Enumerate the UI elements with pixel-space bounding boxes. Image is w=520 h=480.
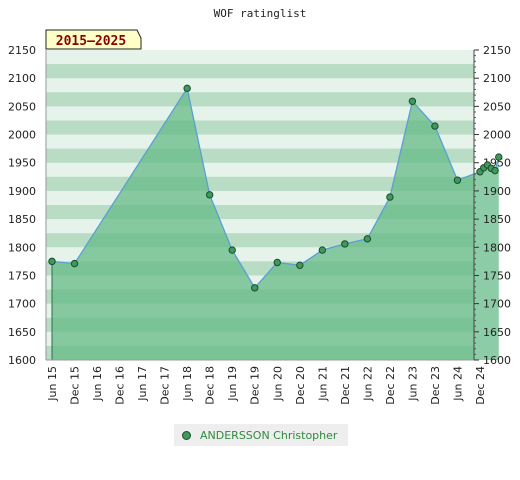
x-tick-label: Jun 15 bbox=[46, 366, 59, 402]
legend-marker-icon bbox=[182, 430, 191, 440]
x-tick-label: Dec 20 bbox=[294, 366, 307, 405]
rating-point bbox=[318, 246, 327, 254]
y-tick-label-right: 1750 bbox=[483, 269, 511, 282]
x-tick-label: Dec 21 bbox=[339, 366, 352, 405]
axes: 1600 1600 1650 1650 1700 1700 1750 1750 1800 1800… bbox=[8, 44, 511, 405]
y-tick-label-left: 1700 bbox=[8, 298, 36, 311]
x-tick-label: Dec 15 bbox=[69, 366, 82, 405]
rating-point bbox=[495, 153, 503, 161]
x-tick-label: Jun 18 bbox=[181, 366, 194, 402]
rating-point bbox=[70, 259, 79, 268]
rating-point bbox=[228, 246, 236, 254]
background-band bbox=[46, 120, 474, 136]
x-tick-label: Jun 19 bbox=[226, 366, 239, 402]
y-tick-label-left: 1600 bbox=[8, 354, 36, 367]
x-tick-label: Dec 23 bbox=[429, 366, 442, 405]
x-tick-label: Dec 17 bbox=[159, 366, 172, 405]
rating-point bbox=[183, 84, 191, 93]
rating-point bbox=[341, 240, 349, 248]
x-tick-label: Jun 17 bbox=[136, 366, 149, 402]
x-tick-label: Dec 16 bbox=[114, 366, 127, 405]
rating-point bbox=[273, 258, 281, 267]
y-tick-label-right: 1800 bbox=[483, 241, 511, 254]
y-tick-label-right: 2100 bbox=[483, 72, 511, 85]
legend-series-name: ANDERSSON Christopher bbox=[200, 428, 338, 442]
x-tick-label: Jun 16 bbox=[91, 366, 104, 402]
rating-point bbox=[408, 97, 417, 105]
y-tick-label-left: 2100 bbox=[8, 72, 36, 85]
rating-point bbox=[431, 122, 439, 130]
y-tick-label-left: 1650 bbox=[8, 326, 36, 339]
x-tick-label: Dec 19 bbox=[249, 366, 262, 405]
background-band bbox=[46, 78, 474, 93]
rating-point bbox=[48, 257, 56, 266]
rating-point bbox=[251, 284, 259, 292]
y-tick-label-left: 1750 bbox=[8, 269, 36, 282]
rating-points bbox=[48, 84, 503, 292]
y-tick-label-right: 1850 bbox=[483, 213, 511, 226]
y-tick-label-right: 2150 bbox=[483, 44, 511, 57]
legend: ANDERSSON Christopher bbox=[174, 424, 348, 446]
x-tick-label: Jun 22 bbox=[361, 366, 374, 402]
y-tick-label-left: 1950 bbox=[8, 157, 36, 170]
period-badge-text: 2015–2025 bbox=[56, 34, 126, 49]
x-tick-label: Dec 18 bbox=[204, 366, 217, 405]
rating-point bbox=[453, 176, 462, 184]
rating-point bbox=[363, 235, 372, 243]
rating-point bbox=[205, 191, 214, 199]
y-tick-label-left: 2150 bbox=[8, 44, 36, 57]
rating-point bbox=[386, 193, 394, 201]
y-tick-label-right: 1650 bbox=[483, 326, 511, 339]
background-band bbox=[46, 50, 474, 65]
background-band bbox=[46, 64, 474, 79]
x-tick-label: Jun 21 bbox=[316, 366, 329, 402]
x-tick-label: Jun 23 bbox=[406, 366, 419, 402]
x-tick-label: Jun 24 bbox=[451, 366, 464, 402]
background-band bbox=[46, 106, 474, 121]
y-tick-label-left: 1900 bbox=[8, 185, 36, 198]
period-badge: 2015–2025 bbox=[45, 29, 142, 50]
y-tick-label-right: 1700 bbox=[483, 298, 511, 311]
x-tick-label: Dec 22 bbox=[384, 366, 397, 405]
y-tick-label-right: 1900 bbox=[483, 185, 511, 198]
x-tick-label: Jun 20 bbox=[271, 366, 284, 402]
y-tick-label-right: 1600 bbox=[483, 354, 511, 367]
y-tick-label-right: 2000 bbox=[483, 129, 511, 142]
rating-point bbox=[491, 166, 499, 175]
chart-title: WOF ratinglist bbox=[214, 7, 307, 20]
y-tick-label-left: 1800 bbox=[8, 241, 36, 254]
y-tick-label-left: 2000 bbox=[8, 129, 36, 142]
rating-point bbox=[296, 261, 304, 270]
rating-area-fill bbox=[52, 88, 499, 360]
y-tick-label-right: 2050 bbox=[483, 100, 511, 113]
y-tick-label-left: 1850 bbox=[8, 213, 36, 226]
background-band bbox=[46, 92, 474, 107]
x-tick-label: Dec 24 bbox=[474, 366, 487, 405]
y-tick-label-left: 2050 bbox=[8, 100, 36, 113]
